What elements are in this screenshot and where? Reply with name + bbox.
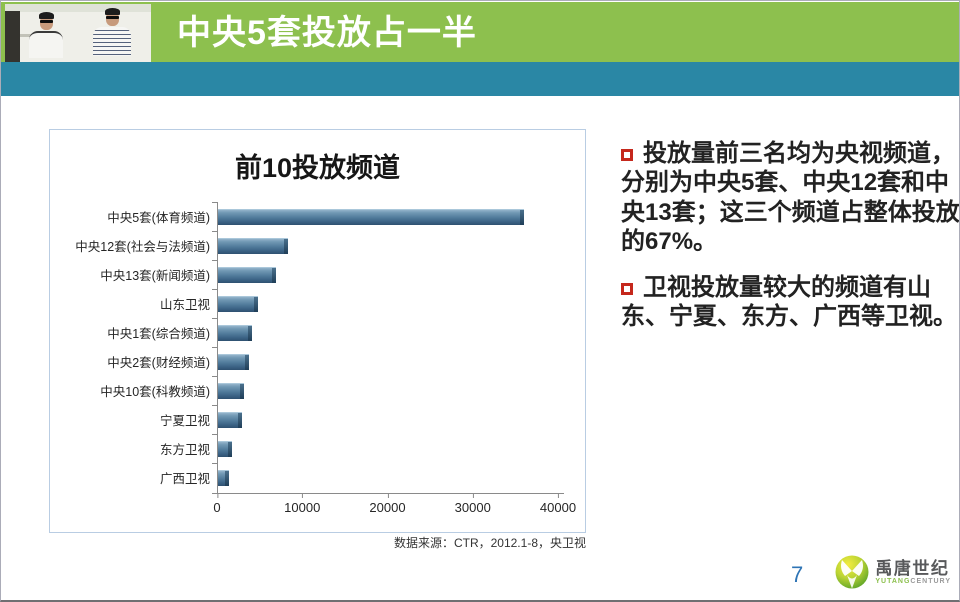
- bar: [217, 237, 288, 254]
- bar: [217, 469, 229, 486]
- bullet-list: 投放量前三名均为央视频道，分别为中央5套、中央12套和中央13套；这三个频道占整…: [621, 139, 960, 349]
- logo-name-cn: 禹唐世纪: [875, 558, 950, 578]
- category-label: 宁夏卫视: [159, 414, 210, 428]
- square-bullet-icon: [621, 283, 633, 296]
- bar: [217, 440, 233, 457]
- photo-person-right: [93, 8, 131, 56]
- bar-track: [212, 433, 558, 457]
- chart-title: 前10投放频道: [234, 153, 401, 183]
- bar: [217, 411, 242, 428]
- logo-name-en: YUTANGCENTURY: [875, 577, 951, 585]
- x-axis-ticks: 0 10000 20000 30000 40000: [213, 493, 576, 533]
- bar-track: [212, 462, 558, 486]
- chart-row: 东方卫视: [60, 433, 565, 463]
- bullet-item: 投放量前三名均为央视频道，分别为中央5套、中央12套和中央13套；这三个频道占整…: [621, 139, 960, 256]
- chart-row: 中央5套(体育频道): [60, 201, 565, 231]
- bar: [217, 295, 258, 312]
- bar: [217, 382, 245, 399]
- chart-row: 山东卫视: [60, 288, 565, 318]
- header-photo: [5, 4, 151, 62]
- bar: [217, 208, 524, 225]
- bullet-text: 卫视投放量较大的频道有山东、宁夏、东方、广西等卫视。: [621, 274, 957, 331]
- category-label: 中央12套(社会与法频道): [75, 240, 210, 254]
- photo-person-hair: [38, 12, 54, 19]
- category-label: 中央5套(体育频道): [107, 211, 210, 225]
- chart-row: 广西卫视: [60, 462, 565, 492]
- y-axis-line: [217, 202, 218, 493]
- bullet-text: 投放量前三名均为央视频道，分别为中央5套、中央12套和中央13套；这三个频道占整…: [621, 140, 960, 255]
- logo-text: 禹唐世纪 YUTANGCENTURY: [875, 559, 951, 586]
- category-label: 中央2套(财经频道): [107, 356, 210, 370]
- x-tick-label: 10000: [284, 493, 321, 515]
- data-source-note: 数据来源：CTR，2012.1-8，央卫视: [393, 536, 586, 550]
- category-label: 中央1套(综合频道): [107, 327, 210, 341]
- photo-person-shirt: [29, 31, 63, 58]
- header-banner: 中央5套投放占一半: [1, 2, 959, 62]
- bar-track: [212, 346, 558, 370]
- bar-track: [212, 317, 558, 341]
- bar-track: [212, 201, 558, 225]
- logo-sphere-icon: [835, 555, 869, 589]
- chart-row: 中央12套(社会与法频道): [60, 230, 565, 260]
- category-label: 中央10套(科教频道): [100, 385, 210, 399]
- chart-rows: 中央5套(体育频道) 中央12套(社会与法频道) 中央13套(新闻频道) 山东卫视中央…: [60, 201, 565, 492]
- chart-panel: 前10投放频道 中央5套(体育频道) 中央12套(社会与法频道) 中央13套(新闻频…: [49, 129, 586, 533]
- sunglasses-icon: [105, 16, 119, 19]
- square-bullet-icon: [621, 149, 633, 161]
- photo-person-head: [38, 12, 54, 30]
- category-label: 中央13套(新闻频道): [100, 269, 210, 283]
- bullet-item: 卫视投放量较大的频道有山东、宁夏、东方、广西等卫视。: [621, 273, 959, 332]
- photo-person-head: [104, 8, 120, 26]
- header-accent-band: [1, 62, 959, 96]
- category-label: 山东卫视: [159, 298, 210, 312]
- category-label: 广西卫视: [159, 472, 210, 486]
- photo-doorway: [5, 11, 20, 62]
- photo-person-left: [29, 12, 63, 58]
- sunglasses-icon: [39, 20, 53, 23]
- bar-track: [212, 288, 558, 312]
- photo-person-shirt: [93, 27, 131, 56]
- bar-track: [212, 404, 558, 428]
- bar-track: [212, 375, 558, 399]
- category-label: 东方卫视: [159, 443, 210, 457]
- slide-title: 中央5套投放占一半: [177, 14, 477, 52]
- bar: [217, 266, 276, 283]
- photo-person-hair: [104, 8, 120, 15]
- x-tick-label: 30000: [454, 493, 491, 515]
- chart-row: 中央10套(科教频道): [60, 375, 565, 405]
- chart-row: 中央1套(综合频道): [60, 317, 565, 347]
- company-logo: 禹唐世纪 YUTANGCENTURY: [834, 554, 951, 590]
- page-number: 7: [791, 562, 804, 587]
- chart-row: 宁夏卫视: [60, 404, 565, 434]
- chart-row: 中央13套(新闻频道): [60, 259, 565, 289]
- bar-track: [212, 259, 558, 283]
- chart-row: 中央2套(财经频道): [60, 346, 565, 376]
- x-tick-label: 0: [213, 493, 221, 515]
- bar: [217, 353, 250, 370]
- bar: [217, 324, 252, 341]
- bar-track: [212, 230, 558, 254]
- x-tick-label: 20000: [369, 493, 406, 515]
- x-tick-label: 40000: [539, 493, 577, 515]
